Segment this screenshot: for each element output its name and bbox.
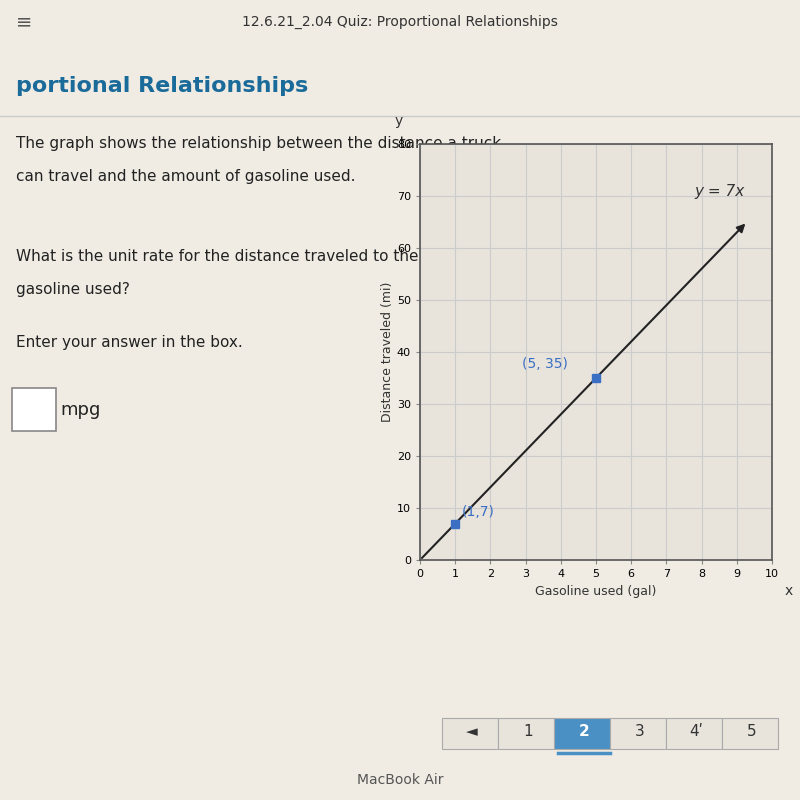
Text: (5, 35): (5, 35) [522, 357, 568, 370]
FancyBboxPatch shape [12, 388, 56, 431]
Text: can travel and the amount of gasoline used.: can travel and the amount of gasoline us… [16, 169, 355, 184]
Text: gasoline used?: gasoline used? [16, 282, 130, 297]
Text: portional Relationships: portional Relationships [16, 76, 308, 96]
Text: The graph shows the relationship between the distance a truck: The graph shows the relationship between… [16, 136, 501, 150]
Text: (1,7): (1,7) [462, 505, 495, 519]
Text: MacBook Air: MacBook Air [357, 773, 443, 787]
Text: 12.6.21_2.04 Quiz: Proportional Relationships: 12.6.21_2.04 Quiz: Proportional Relation… [242, 15, 558, 30]
Text: ≡: ≡ [16, 13, 32, 32]
Text: 2: 2 [578, 725, 590, 739]
Text: y: y [394, 114, 403, 128]
FancyBboxPatch shape [554, 718, 610, 749]
FancyBboxPatch shape [498, 718, 554, 749]
Y-axis label: Distance traveled (mi): Distance traveled (mi) [381, 282, 394, 422]
FancyBboxPatch shape [666, 718, 722, 749]
FancyBboxPatch shape [442, 718, 498, 749]
Text: 1: 1 [523, 725, 533, 739]
Text: 5: 5 [747, 725, 757, 739]
Text: y = 7x: y = 7x [694, 184, 745, 199]
Text: 4ʹ: 4ʹ [689, 725, 703, 739]
Text: mpg: mpg [60, 401, 100, 419]
FancyBboxPatch shape [610, 718, 666, 749]
Text: Enter your answer in the box.: Enter your answer in the box. [16, 335, 242, 350]
Text: x: x [784, 584, 793, 598]
FancyBboxPatch shape [722, 718, 778, 749]
X-axis label: Gasoline used (gal): Gasoline used (gal) [535, 585, 657, 598]
Text: What is the unit rate for the distance traveled to the amount of: What is the unit rate for the distance t… [16, 249, 502, 263]
Text: 3: 3 [635, 725, 645, 739]
Text: ◄: ◄ [466, 725, 478, 739]
